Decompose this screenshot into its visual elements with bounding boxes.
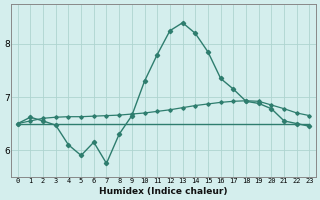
X-axis label: Humidex (Indice chaleur): Humidex (Indice chaleur) [99, 187, 228, 196]
